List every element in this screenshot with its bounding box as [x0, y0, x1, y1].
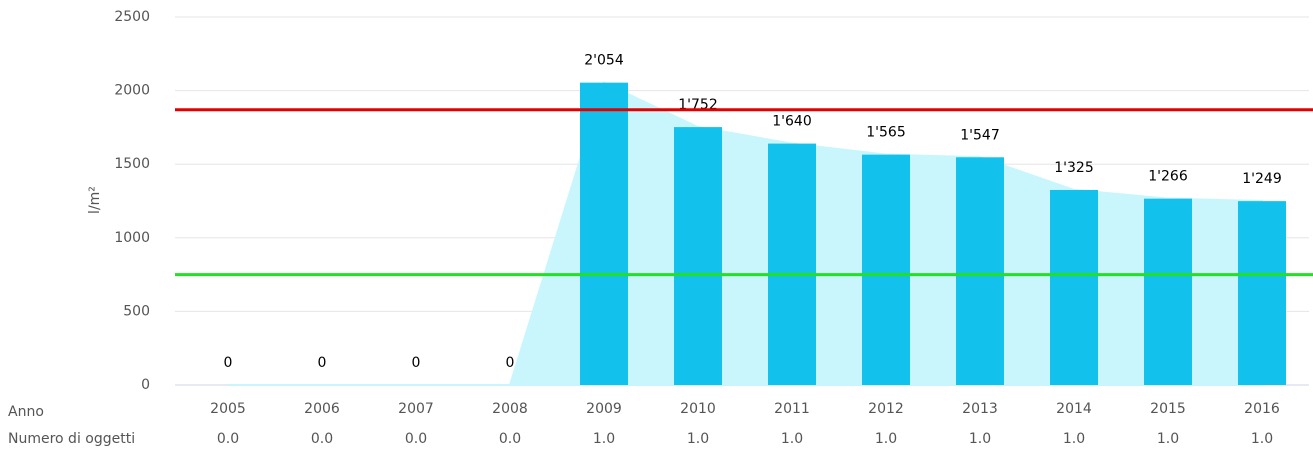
x-tick-label: 2014	[1056, 401, 1092, 417]
row-value: 1.0	[1157, 431, 1179, 447]
value-label: 1'547	[960, 127, 999, 143]
y-tick-label: 2500	[114, 9, 150, 25]
value-label: 1'565	[866, 125, 905, 141]
x-tick-label: 2006	[304, 401, 340, 417]
x-tick-label: 2005	[210, 401, 246, 417]
x-tick-label: 2009	[586, 401, 622, 417]
bar	[674, 127, 722, 386]
row-value: 0.0	[405, 431, 427, 447]
row-value: 1.0	[1251, 431, 1273, 447]
y-tick-label: 2000	[114, 83, 150, 99]
row-label: Numero di oggetti	[8, 431, 135, 447]
value-label: 0	[318, 355, 327, 371]
row-value: 0.0	[217, 431, 239, 447]
x-axis-title: Anno	[8, 404, 44, 420]
x-tick-label: 2007	[398, 401, 434, 417]
value-label: 1'640	[772, 114, 811, 130]
bar	[1238, 201, 1286, 385]
x-tick-label: 2016	[1244, 401, 1280, 417]
bar	[768, 143, 816, 385]
row-value: 1.0	[687, 431, 709, 447]
value-label: 1'249	[1242, 171, 1281, 187]
y-tick-label: 1500	[114, 156, 150, 172]
value-label: 0	[224, 355, 233, 371]
y-tick-label: 1000	[114, 230, 150, 246]
row-value: 1.0	[875, 431, 897, 447]
bar	[862, 154, 910, 385]
bar	[1144, 198, 1192, 385]
x-tick-label: 2015	[1150, 401, 1186, 417]
x-tick-label: 2013	[962, 401, 998, 417]
bar	[956, 157, 1004, 385]
row-value: 1.0	[781, 431, 803, 447]
y-tick-label: 0	[141, 377, 150, 393]
x-tick-label: 2012	[868, 401, 904, 417]
value-label: 2'054	[584, 53, 624, 69]
bar	[580, 82, 628, 386]
value-label: 1'266	[1148, 169, 1188, 185]
y-tick-label: 500	[123, 303, 150, 319]
row-value: 0.0	[311, 431, 333, 447]
row-value: 1.0	[593, 431, 615, 447]
value-label: 1'325	[1054, 160, 1093, 176]
x-tick-label: 2011	[774, 401, 810, 417]
x-tick-label: 2008	[492, 401, 528, 417]
x-tick-label: 2010	[680, 401, 716, 417]
bar	[1050, 189, 1098, 385]
value-label: 0	[412, 355, 421, 371]
row-value: 0.0	[499, 431, 521, 447]
y-axis-title: l/m²	[87, 186, 103, 214]
value-label: 0	[506, 355, 515, 371]
row-value: 1.0	[969, 431, 991, 447]
row-value: 1.0	[1063, 431, 1085, 447]
area	[228, 81, 1263, 386]
